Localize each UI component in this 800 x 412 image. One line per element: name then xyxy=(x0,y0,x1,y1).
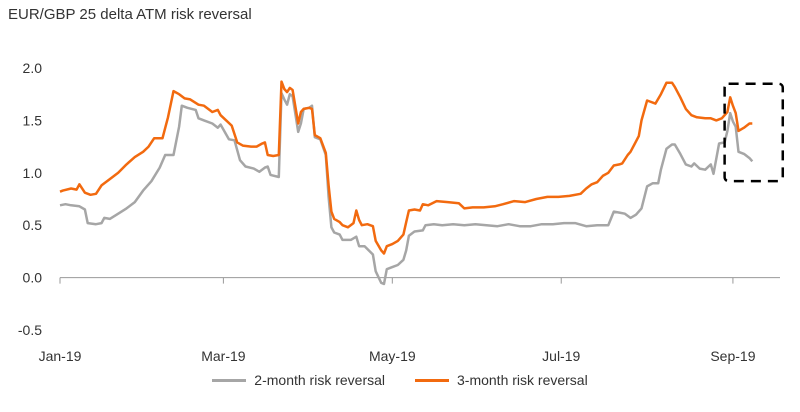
y-tick-label: -0.5 xyxy=(18,322,42,338)
highlight-box xyxy=(723,82,785,183)
y-tick-label: 2.0 xyxy=(23,60,43,76)
chart-title: EUR/GBP 25 delta ATM risk reversal xyxy=(8,6,252,23)
x-tick-label: May-19 xyxy=(369,348,416,364)
y-tick-label: 0.0 xyxy=(23,270,43,286)
legend-label-2-month: 2-month risk reversal xyxy=(254,372,385,388)
x-tick-label: Sep-19 xyxy=(710,348,755,364)
line-chart: -0.5 0.0 0.5 1.0 1.5 2.0 Jan-19 Mar-19 May-19 Ju… xyxy=(18,60,785,364)
x-tick-label: Mar-19 xyxy=(201,348,246,364)
x-axis: Jan-19 Mar-19 May-19 Jul-19 Sep-19 xyxy=(39,277,780,364)
y-axis: -0.5 0.0 0.5 1.0 1.5 2.0 xyxy=(18,60,42,338)
legend-label-3-month: 3-month risk reversal xyxy=(457,372,588,388)
y-tick-label: 1.5 xyxy=(23,112,43,128)
legend: 2-month risk reversal 3-month risk rever… xyxy=(0,372,800,388)
legend-swatch-3-month xyxy=(415,378,449,382)
series-line-2-month xyxy=(59,91,754,286)
series-layer xyxy=(59,80,754,286)
series-line-3-month xyxy=(59,80,753,255)
x-tick-label: Jul-19 xyxy=(542,348,580,364)
y-tick-label: 1.0 xyxy=(23,165,43,181)
legend-item-2-month: 2-month risk reversal xyxy=(212,372,385,388)
legend-swatch-2-month xyxy=(212,378,247,382)
x-tick-label: Jan-19 xyxy=(39,348,82,364)
y-tick-label: 0.5 xyxy=(23,217,43,233)
legend-item-3-month: 3-month risk reversal xyxy=(415,372,588,388)
